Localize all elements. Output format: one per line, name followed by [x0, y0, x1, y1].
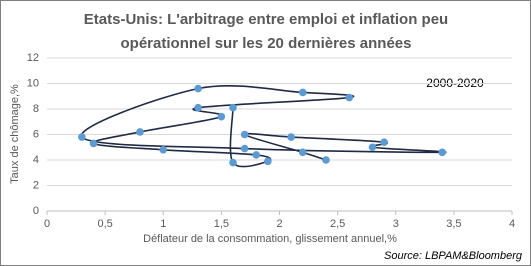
data-point — [264, 157, 272, 166]
data-point — [298, 148, 307, 157]
data-point — [438, 148, 447, 157]
data-point — [345, 93, 354, 102]
data-point — [322, 156, 330, 164]
x-axis-label: Déflateur de la consommation, glissement… — [143, 233, 397, 245]
data-point — [380, 138, 388, 146]
data-point — [368, 143, 377, 152]
y-tick-label: 2 — [33, 179, 39, 191]
data-point — [136, 128, 144, 136]
chart-title: Etats-Unis: L'arbitrage entre emploi et … — [84, 11, 448, 28]
x-tick-label: 4 — [509, 218, 515, 230]
x-tick-label: 3,5 — [446, 218, 461, 230]
data-point — [229, 103, 237, 112]
data-point — [240, 130, 249, 139]
chart-title: opérationnel sur les 20 dernières années — [121, 35, 412, 52]
x-tick-label: 0,5 — [97, 218, 112, 230]
y-tick-label: 4 — [33, 154, 39, 166]
y-tick-label: 10 — [27, 77, 39, 89]
data-point — [252, 151, 261, 159]
x-tick-label: 1,5 — [214, 218, 229, 230]
y-axis-label: Taux de chômage,% — [9, 84, 21, 184]
data-point — [298, 88, 307, 97]
data-point — [194, 84, 202, 93]
x-tick-label: 2,5 — [330, 218, 345, 230]
data-point — [240, 144, 249, 153]
x-tick-label: 0 — [44, 218, 50, 230]
x-tick-label: 3 — [393, 218, 399, 230]
data-point — [194, 103, 202, 112]
data-point — [217, 112, 226, 121]
data-point — [78, 133, 86, 141]
data-point — [89, 139, 98, 148]
data-point — [159, 146, 168, 154]
y-tick-label: 12 — [27, 52, 39, 64]
source: Source: LBPAM&Bloomberg — [384, 250, 523, 262]
y-tick-label: 0 — [33, 205, 39, 217]
data-point — [287, 133, 295, 141]
x-tick-label: 1 — [160, 218, 166, 230]
y-tick-label: 6 — [33, 128, 39, 140]
x-tick-label: 2 — [276, 218, 282, 230]
series-line — [81, 85, 447, 168]
data-point — [229, 158, 237, 167]
y-tick-label: 8 — [33, 103, 39, 115]
